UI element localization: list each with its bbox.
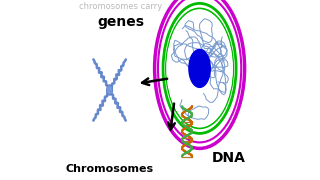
Text: DNA: DNA bbox=[212, 151, 245, 165]
Text: genes: genes bbox=[97, 15, 144, 29]
Text: chromosomes carry: chromosomes carry bbox=[79, 2, 162, 11]
Ellipse shape bbox=[167, 10, 232, 126]
Text: Chromosomes: Chromosomes bbox=[66, 164, 154, 174]
Ellipse shape bbox=[107, 86, 112, 94]
Ellipse shape bbox=[189, 49, 210, 87]
Ellipse shape bbox=[107, 85, 112, 95]
